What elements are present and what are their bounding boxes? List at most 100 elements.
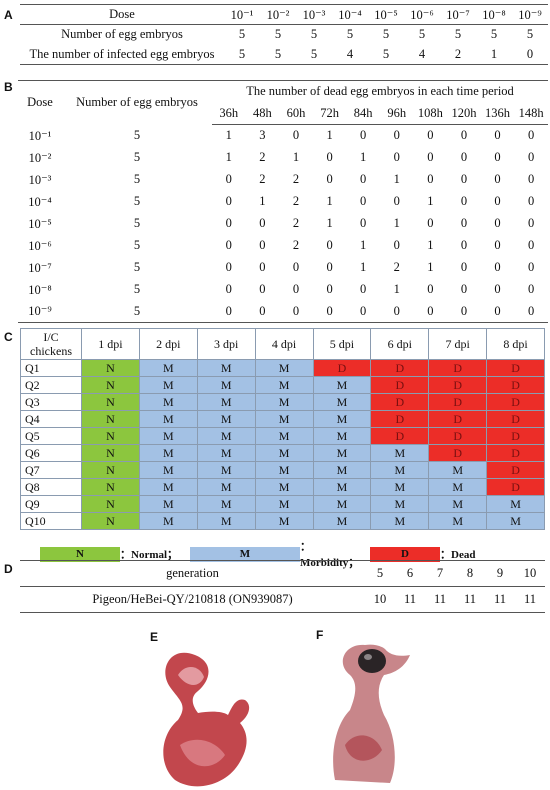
status-cell: M bbox=[312, 444, 372, 462]
value-cell: 0 bbox=[460, 194, 468, 208]
status-cell: M bbox=[254, 359, 314, 377]
status-cell: M bbox=[196, 495, 256, 513]
status-cell: N bbox=[81, 359, 140, 377]
value-cell: 2 bbox=[292, 172, 300, 186]
value-cell: 0 bbox=[360, 194, 367, 208]
data-row: 10⁻⁸ 5 0 0 0 0 0 1 0 0 0 0 bbox=[18, 279, 548, 301]
embryo-f bbox=[333, 644, 410, 783]
time-cell: 84h bbox=[346, 102, 380, 125]
value-cell: 0 bbox=[494, 172, 501, 186]
status-cell: M bbox=[312, 376, 372, 394]
value-cell: 0 bbox=[494, 282, 501, 296]
status-cell: M bbox=[486, 495, 545, 513]
panel-label: E bbox=[150, 630, 159, 644]
header-row: I/C chickens 1 dpi 2 dpi 3 dpi 4 dpi 5 dpi 6 d… bbox=[20, 328, 545, 360]
chicken-id: Q10 bbox=[20, 512, 82, 530]
day-cell: 5 dpi bbox=[312, 328, 372, 360]
value-cell: 0 bbox=[393, 238, 400, 252]
status-cell: M bbox=[370, 495, 430, 513]
status-cell: M bbox=[428, 461, 488, 479]
status-cell: M bbox=[138, 495, 198, 513]
value-cell: 0 bbox=[225, 216, 232, 230]
status-cell: N bbox=[81, 478, 140, 496]
value-cell: 0 bbox=[427, 282, 434, 296]
value-cell: 10 bbox=[365, 586, 395, 613]
value-cell: 0 bbox=[292, 128, 300, 143]
dose-cell: 10⁻⁵ bbox=[28, 216, 52, 231]
value-cell: 5 bbox=[418, 27, 426, 42]
dose-cell: 10⁻⁴ bbox=[28, 194, 52, 209]
status-cell: M bbox=[138, 512, 198, 530]
value-cell: 0 bbox=[460, 216, 468, 230]
value-cell: 0 bbox=[225, 282, 232, 296]
status-cell: M bbox=[428, 478, 488, 496]
value-cell: 0 bbox=[259, 260, 266, 274]
status-cell: N bbox=[81, 512, 140, 530]
generation-cell: 7 bbox=[425, 560, 455, 587]
header-cell: Dose bbox=[20, 4, 224, 25]
data-row: Q4 N M M M M D D D bbox=[20, 410, 545, 428]
day-cell: 4 dpi bbox=[254, 328, 314, 360]
status-cell: M bbox=[370, 461, 430, 479]
time-cell: 136h bbox=[480, 102, 515, 125]
status-cell: D bbox=[428, 393, 488, 411]
dose-cell: 10⁻³ bbox=[296, 4, 332, 25]
day-cell: 1 dpi bbox=[81, 328, 140, 360]
value-cell: 0 bbox=[514, 300, 548, 323]
legend-swatch: N bbox=[40, 546, 120, 562]
value-cell: 5 bbox=[310, 27, 318, 42]
value-cell: 1 bbox=[326, 216, 333, 230]
status-cell: D bbox=[486, 393, 545, 411]
value-cell: 0 bbox=[528, 282, 535, 296]
status-cell: M bbox=[254, 393, 314, 411]
value-cell: 0 bbox=[427, 216, 434, 230]
value-cell: 0 bbox=[494, 150, 501, 164]
status-cell: D bbox=[486, 359, 545, 377]
value-cell: 1 bbox=[476, 44, 512, 65]
status-cell: M bbox=[312, 512, 372, 530]
day-cell: 8 dpi bbox=[486, 328, 545, 360]
chicken-id: Q7 bbox=[20, 461, 82, 479]
chicken-id: Q9 bbox=[20, 495, 82, 513]
value-cell: 0 bbox=[528, 216, 535, 230]
value-cell: 0 bbox=[326, 172, 333, 186]
chicken-id: Q6 bbox=[20, 444, 82, 462]
value-cell: 5 bbox=[296, 44, 332, 65]
status-cell: D bbox=[486, 478, 545, 496]
data-row: 10⁻⁵ 5 0 0 2 1 0 1 0 0 0 0 bbox=[18, 213, 548, 235]
status-cell: N bbox=[81, 427, 140, 445]
data-row: 10⁻⁶ 5 0 0 2 0 1 0 1 0 0 0 bbox=[18, 235, 548, 257]
value-cell: 0 bbox=[460, 172, 468, 186]
value-cell: 5 bbox=[260, 44, 296, 65]
death-period-table: Dose Number of egg embryos The number of d… bbox=[18, 80, 548, 323]
value-cell: 0 bbox=[326, 260, 333, 274]
value-cell: 0 bbox=[494, 128, 501, 143]
embryo-eye-glint bbox=[364, 654, 372, 660]
panel-label: A bbox=[4, 8, 13, 22]
chicken-id: Q5 bbox=[20, 427, 82, 445]
legend-text: ：Dead bbox=[440, 549, 476, 561]
dose-cell: 10⁻⁴ bbox=[332, 4, 368, 25]
status-cell: M bbox=[138, 478, 198, 496]
value-cell: 1 bbox=[292, 150, 300, 164]
status-cell: N bbox=[81, 410, 140, 428]
count-cell: 5 bbox=[133, 172, 141, 186]
value-cell: 5 bbox=[490, 27, 498, 42]
status-cell: N bbox=[81, 461, 140, 479]
value-cell: 1 bbox=[326, 194, 333, 208]
value-cell: 0 bbox=[360, 216, 367, 230]
value-cell: 0 bbox=[427, 150, 434, 164]
header-row: generation 5 6 7 8 9 10 bbox=[20, 560, 545, 587]
value-cell: 0 bbox=[494, 194, 501, 208]
status-cell: M bbox=[312, 427, 372, 445]
dose-cell: 10⁻¹ bbox=[28, 128, 52, 143]
value-cell: 0 bbox=[312, 300, 347, 323]
value-cell: 5 bbox=[238, 27, 246, 42]
data-row: 10⁻² 5 1 2 1 0 1 0 0 0 0 0 bbox=[18, 147, 548, 169]
value-cell: 0 bbox=[259, 282, 266, 296]
dose-infection-table: Dose 10⁻¹ 10⁻² 10⁻³ 10⁻⁴ 10⁻⁵ 10⁻⁶ 10⁻⁷ 10⁻⁸ 10⁻⁹… bbox=[20, 4, 548, 65]
data-row: Number of egg embryos 5 5 5 5 5 5 5 5 5 bbox=[20, 25, 548, 45]
data-row: 10⁻³ 5 0 2 2 0 0 1 0 0 0 0 bbox=[18, 169, 548, 191]
status-cell: M bbox=[196, 410, 256, 428]
